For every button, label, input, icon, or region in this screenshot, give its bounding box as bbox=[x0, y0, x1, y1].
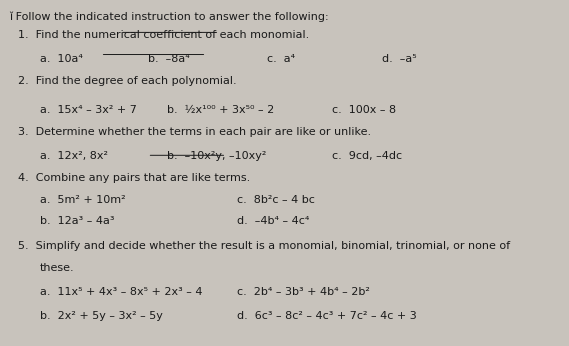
Text: 4.  Combine any pairs that are like terms.: 4. Combine any pairs that are like terms… bbox=[18, 173, 250, 183]
Text: b.  –8a⁴: b. –8a⁴ bbox=[147, 54, 189, 64]
Text: b.  12a³ – 4a³: b. 12a³ – 4a³ bbox=[40, 216, 115, 226]
Text: d.  –a⁵: d. –a⁵ bbox=[382, 54, 417, 64]
Text: 2.  Find the degree of each polynomial.: 2. Find the degree of each polynomial. bbox=[18, 76, 236, 86]
Text: 1.  Find the numerical coefficient of each monomial.: 1. Find the numerical coefficient of eac… bbox=[18, 30, 309, 40]
Text: c.  a⁴: c. a⁴ bbox=[267, 54, 295, 64]
Text: a.  10a⁴: a. 10a⁴ bbox=[40, 54, 83, 64]
Text: 5.  Simplify and decide whether the result is a monomial, binomial, trinomial, o: 5. Simplify and decide whether the resul… bbox=[18, 241, 510, 251]
Text: b.  ½x¹⁰⁰ + 3x⁵⁰ – 2: b. ½x¹⁰⁰ + 3x⁵⁰ – 2 bbox=[167, 105, 275, 115]
Text: c.  8b²c – 4 bc: c. 8b²c – 4 bc bbox=[237, 195, 315, 205]
Text: d.  –4b⁴ – 4c⁴: d. –4b⁴ – 4c⁴ bbox=[237, 216, 310, 226]
Text: b.  2x² + 5y – 3x² – 5y: b. 2x² + 5y – 3x² – 5y bbox=[40, 311, 163, 321]
Text: b.  –10x²y, –10xy²: b. –10x²y, –10xy² bbox=[167, 151, 267, 161]
Text: c.  9cd, –4dc: c. 9cd, –4dc bbox=[332, 151, 402, 161]
Text: these.: these. bbox=[40, 263, 75, 273]
Text: 3.  Determine whether the terms in each pair are like or unlike.: 3. Determine whether the terms in each p… bbox=[18, 127, 371, 137]
Text: ǐ Follow the indicated instruction to answer the following:: ǐ Follow the indicated instruction to an… bbox=[9, 11, 328, 22]
Text: c.  100x – 8: c. 100x – 8 bbox=[332, 105, 396, 115]
Text: a.  5m² + 10m²: a. 5m² + 10m² bbox=[40, 195, 126, 205]
Text: c.  2b⁴ – 3b³ + 4b⁴ – 2b²: c. 2b⁴ – 3b³ + 4b⁴ – 2b² bbox=[237, 287, 370, 297]
Text: a.  11x⁵ + 4x³ – 8x⁵ + 2x³ – 4: a. 11x⁵ + 4x³ – 8x⁵ + 2x³ – 4 bbox=[40, 287, 203, 297]
Text: a.  12x², 8x²: a. 12x², 8x² bbox=[40, 151, 108, 161]
Text: a.  15x⁴ – 3x² + 7: a. 15x⁴ – 3x² + 7 bbox=[40, 105, 137, 115]
Text: d.  6c³ – 8c² – 4c³ + 7c² – 4c + 3: d. 6c³ – 8c² – 4c³ + 7c² – 4c + 3 bbox=[237, 311, 417, 321]
